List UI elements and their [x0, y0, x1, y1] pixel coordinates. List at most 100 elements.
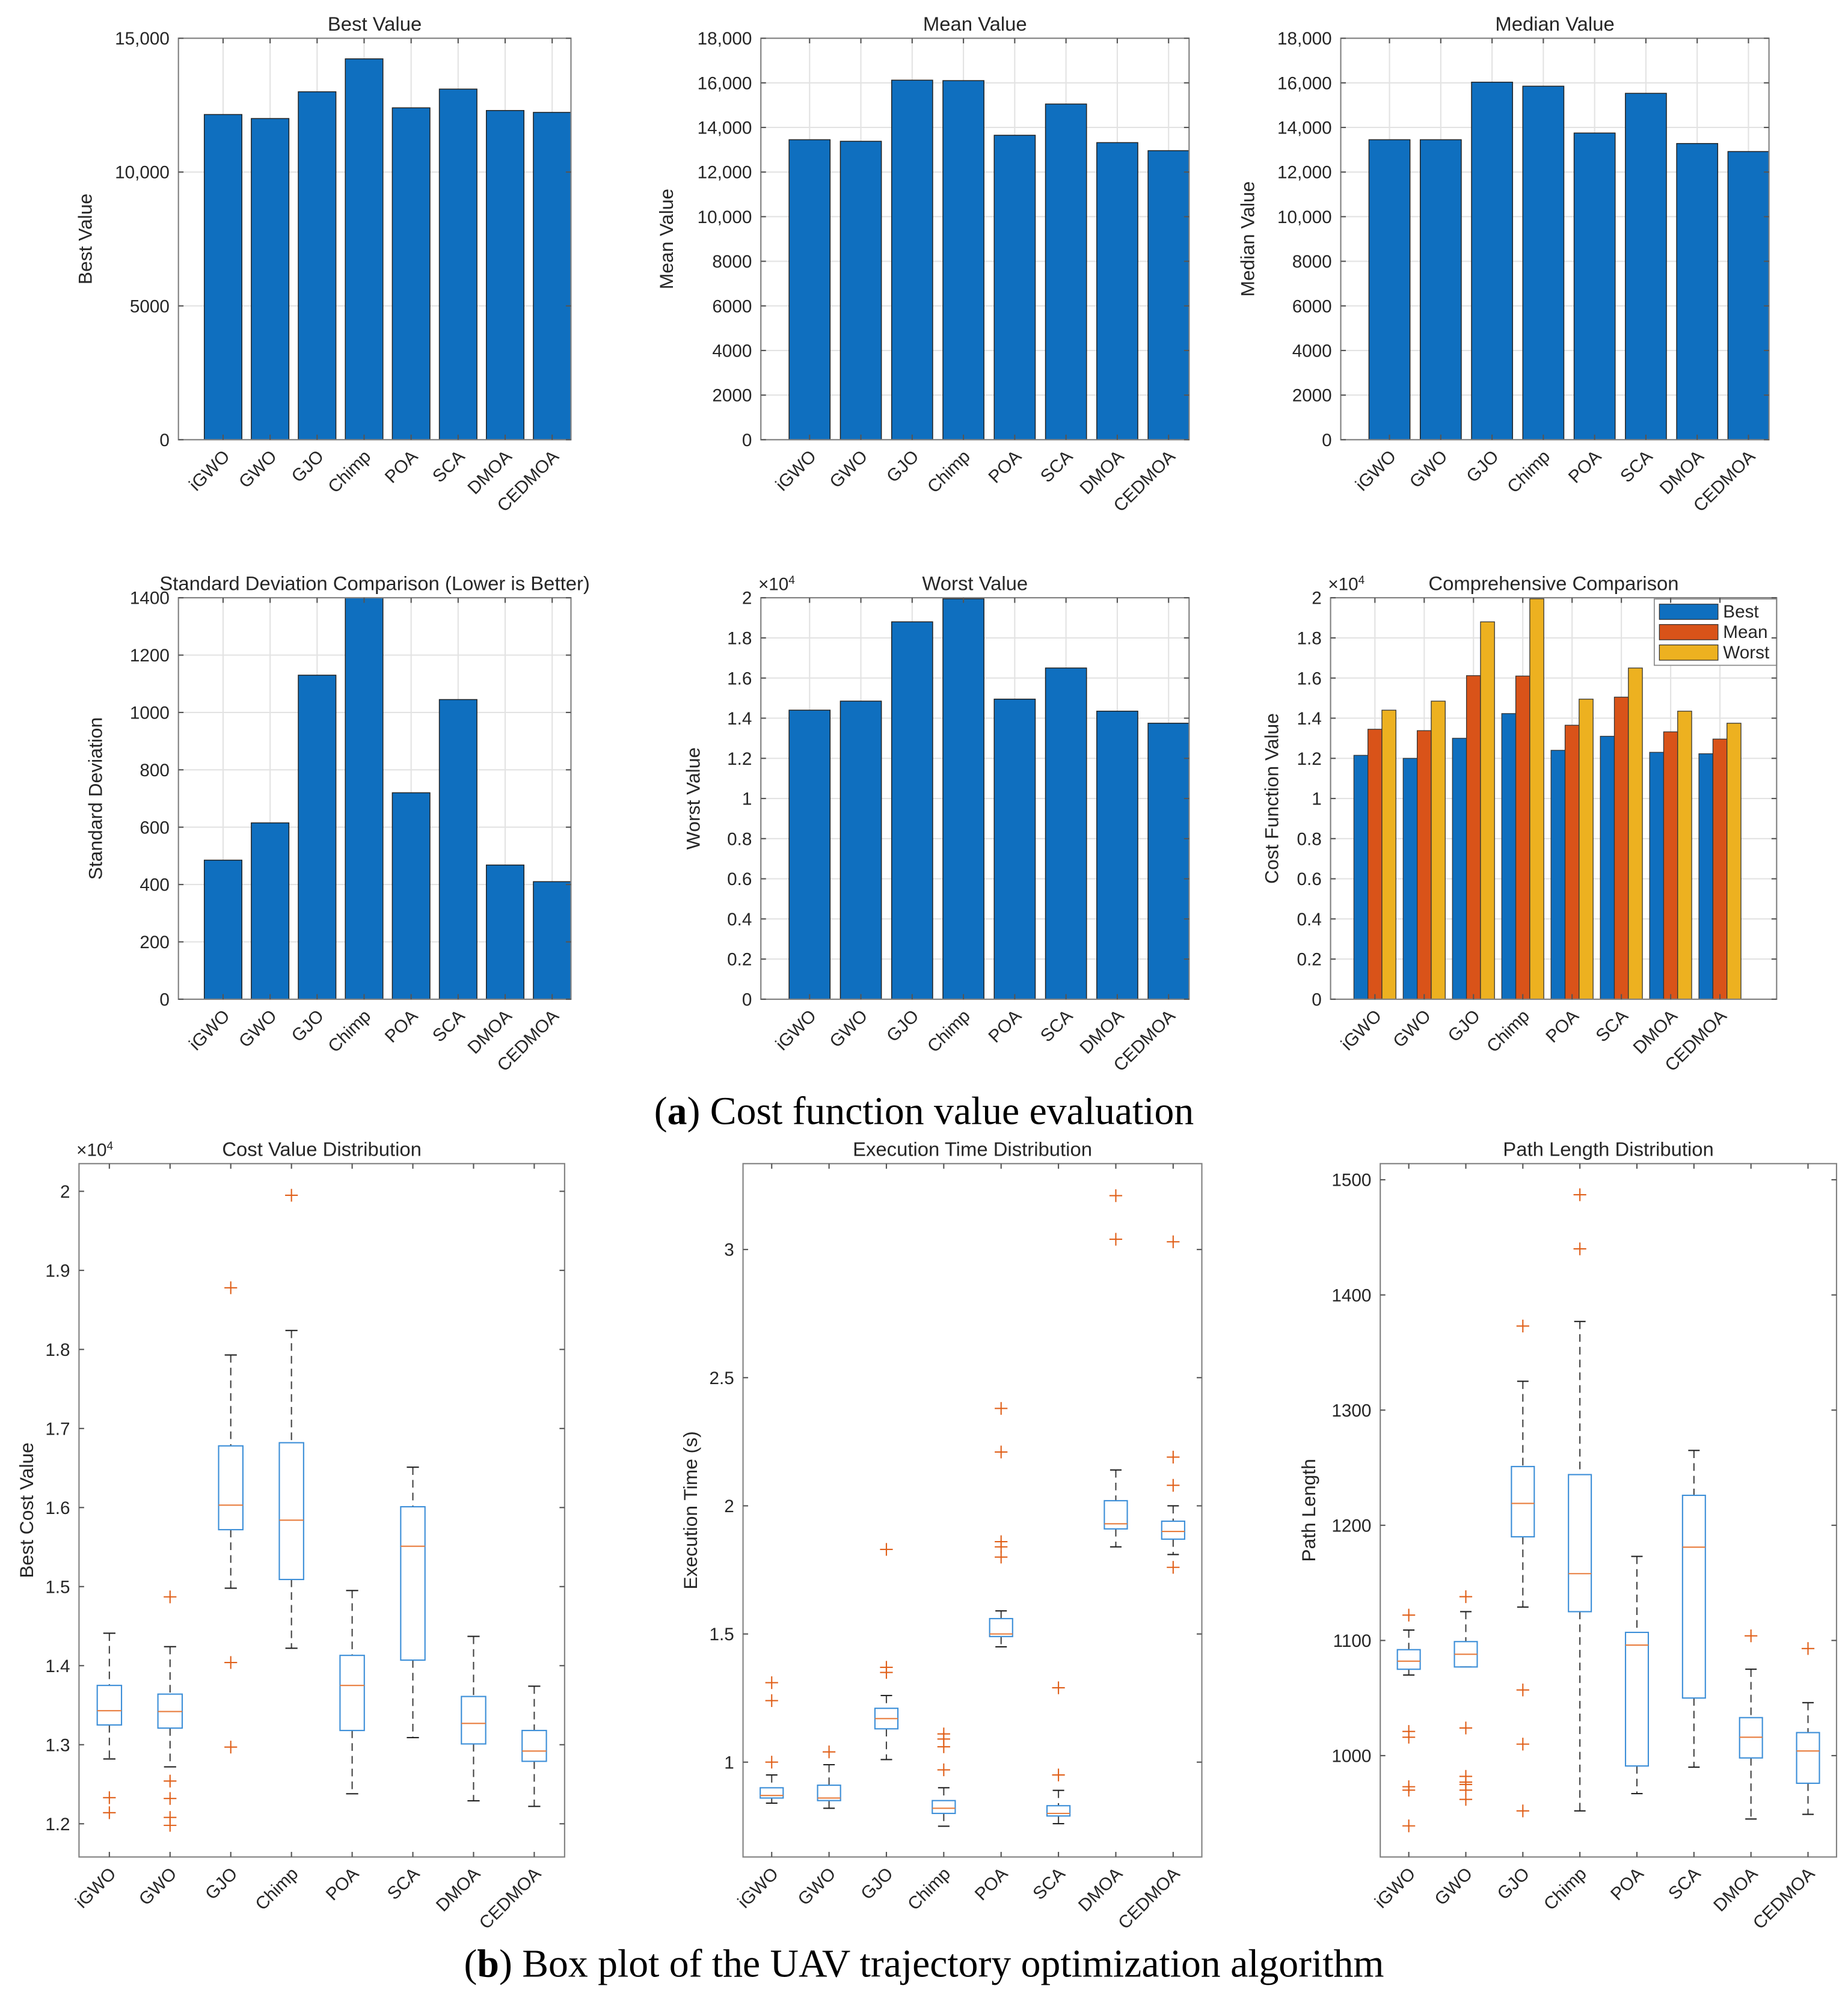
xtick-label: iGWO: [185, 447, 233, 495]
chart-title: Execution Time Distribution: [853, 1138, 1092, 1160]
outlier-point: [1109, 1233, 1123, 1246]
outlier-point: [880, 1665, 893, 1679]
ytick-label: 1.2: [45, 1815, 70, 1834]
xtick-label: POA: [1542, 1006, 1583, 1047]
box-iqr: [1046, 1805, 1071, 1817]
outlier-point: [937, 1740, 950, 1753]
box-iqr: [1511, 1466, 1535, 1538]
bar-worst-CEDMOA: [1727, 723, 1742, 1000]
y-axis-label: Median Value: [1236, 181, 1258, 296]
chart-title: Median Value: [1495, 13, 1614, 35]
ytick-label: 2000: [1292, 386, 1332, 406]
box-DMOA: [461, 1635, 487, 1802]
xtick-label: DMOA: [432, 1864, 484, 1916]
outlier-point: [103, 1806, 116, 1819]
box-SCA: [400, 1466, 426, 1738]
outlier-point: [823, 1745, 836, 1759]
xtick-label: iGWO: [1352, 447, 1400, 495]
xtick-label: GJO: [288, 1006, 328, 1046]
bar-best-GWO: [1402, 758, 1418, 1000]
bar-Chimp: [345, 597, 384, 1000]
bar-best-SCA: [1600, 735, 1615, 1000]
bar-mean-SCA: [1613, 696, 1629, 1000]
outlier-point: [1052, 1768, 1065, 1782]
ytick-label: 6000: [712, 296, 752, 316]
bar-GJO: [298, 91, 337, 441]
axes-frame: [177, 37, 572, 441]
ytick-label: 800: [140, 761, 169, 780]
outlier-point: [1167, 1561, 1180, 1574]
box-Chimp: [1568, 1188, 1592, 1812]
outlier-point: [103, 1791, 116, 1804]
axes-frame: [760, 37, 1190, 441]
ytick-label: 0: [742, 431, 752, 450]
ytick-label: 0: [742, 990, 752, 1010]
ytick-label: 0: [1312, 990, 1321, 1010]
bar-worst-Chimp: [1529, 598, 1544, 1000]
ytick-label: 12,000: [1277, 163, 1332, 183]
box-iqr: [989, 1617, 1013, 1637]
xtick-label: POA: [984, 1006, 1025, 1047]
legend-label-mean: Mean: [1723, 622, 1767, 642]
ytick-label: 1: [1312, 789, 1321, 809]
xtick-label: POA: [1607, 1864, 1648, 1905]
xtick-label: GWO: [135, 1864, 181, 1910]
box-iGWO: [760, 1676, 784, 1804]
xtick-label: iGWO: [72, 1864, 120, 1912]
ytick-label: 10,000: [1277, 207, 1332, 227]
exponent-base: ×10: [76, 1141, 106, 1160]
outlier-point: [164, 1774, 177, 1788]
box-iqr: [1568, 1474, 1592, 1613]
exponent-base: ×10: [758, 574, 788, 594]
ytick-label: 1: [742, 789, 752, 809]
outlier-point: [995, 1445, 1008, 1459]
ytick-label: 10,000: [698, 207, 752, 227]
xtick-label: CEDMOA: [476, 1864, 545, 1934]
outlier-point: [164, 1819, 177, 1832]
legend-swatch-worst: [1659, 644, 1719, 661]
xtick-label: SCA: [1665, 1864, 1705, 1904]
ytick-label: 16,000: [1277, 73, 1332, 93]
box-iqr: [1796, 1732, 1820, 1784]
legend-label-best: Best: [1723, 602, 1759, 622]
box-CEDMOA: [521, 1685, 547, 1807]
axis-exponent: ×104: [758, 574, 795, 595]
outlier-point: [1402, 1608, 1416, 1622]
box-iqr: [96, 1685, 123, 1726]
chart-title: Worst Value: [922, 572, 1028, 594]
box-GJO: [874, 1543, 899, 1760]
ytick-label: 0.4: [727, 910, 752, 930]
chart-title: Comprehensive Comparison: [1428, 572, 1678, 594]
outlier-point: [1459, 1721, 1473, 1735]
box-DMOA: [1104, 1189, 1128, 1548]
bar-mean-iGWO: [1368, 729, 1383, 1000]
outlier-point: [1459, 1590, 1473, 1604]
box-POA: [339, 1590, 365, 1795]
chart-title: Standard Deviation Comparison (Lower is …: [159, 572, 590, 594]
xtick-label: POA: [322, 1864, 363, 1905]
ytick-label: 0: [159, 431, 169, 450]
outlier-point: [765, 1676, 778, 1690]
bar-GJO: [891, 621, 933, 1000]
ytick-label: 8000: [712, 252, 752, 272]
outlier-point: [1573, 1188, 1586, 1201]
outlier-point: [1573, 1242, 1586, 1255]
chart-8: 1000 1100 1200 1300 1400 1500 iGWO GWO GJO Chimp P…: [1298, 1138, 1837, 1933]
bar-best-CEDMOA: [1698, 753, 1714, 1000]
box-iqr: [400, 1506, 426, 1661]
caption-a: (a) Cost function value evaluation: [654, 1089, 1194, 1133]
xtick-label: DMOA: [1710, 1864, 1761, 1916]
bar-mean-GJO: [1466, 675, 1481, 1000]
ytick-label: 0.4: [1297, 910, 1321, 930]
box-iqr: [521, 1730, 547, 1762]
xtick-label: POA: [1565, 446, 1606, 487]
bar-CEDMOA: [533, 881, 572, 1000]
xtick-label: Chimp: [324, 1006, 375, 1056]
outlier-point: [937, 1763, 950, 1777]
ytick-label: 0.6: [727, 869, 752, 889]
axis-exponent: ×104: [1328, 574, 1365, 595]
ytick-label: 1.4: [727, 709, 752, 729]
xtick-label: GJO: [1463, 447, 1502, 486]
